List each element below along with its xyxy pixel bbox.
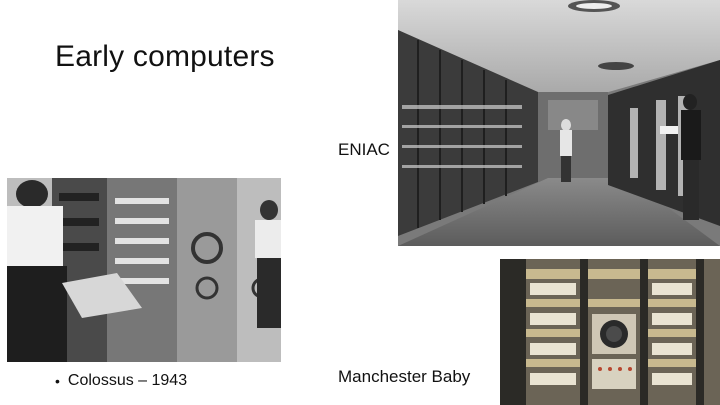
eniac-photo [398,0,720,246]
colossus-photo [7,178,281,362]
bullet-marker: • [55,373,60,389]
manchester-baby-photo [500,259,720,405]
bullet-item: • Colossus – 1943 [55,372,187,390]
bullet-text: Colossus – 1943 [67,372,188,389]
slide-title: Early computers [55,40,275,73]
eniac-caption: ENIAC [338,140,390,159]
manchester-baby-caption: Manchester Baby [338,367,471,386]
